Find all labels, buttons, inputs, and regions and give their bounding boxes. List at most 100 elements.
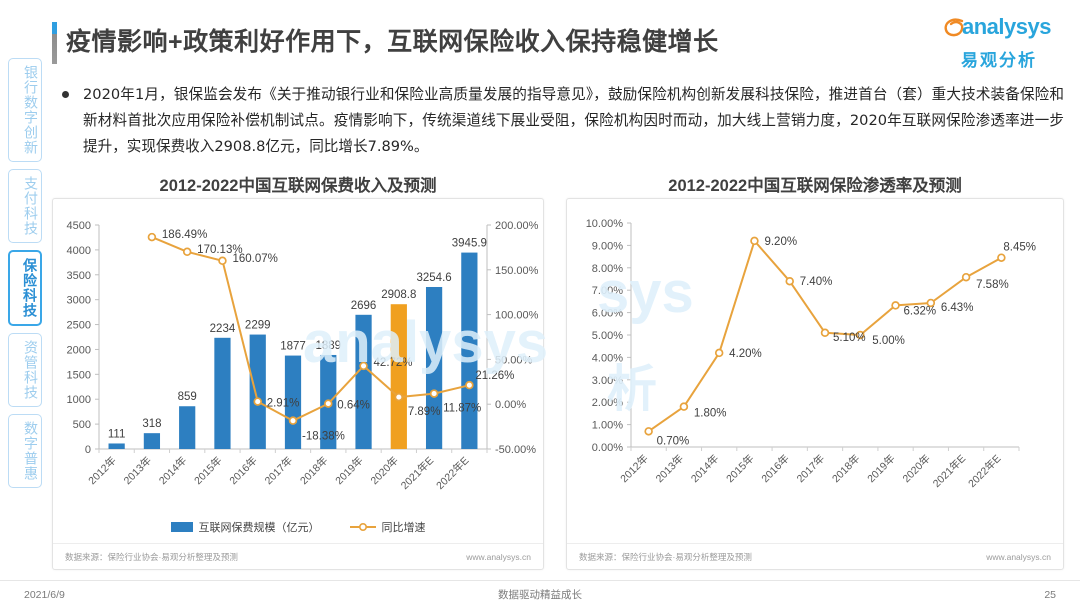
svg-text:2299: 2299 <box>245 320 271 332</box>
bar <box>355 314 372 449</box>
svg-text:2016年: 2016年 <box>227 454 260 487</box>
svg-text:2019年: 2019年 <box>865 452 898 485</box>
sidebar-item-label: 数字普惠 <box>23 421 39 481</box>
chart-plot-penetration: sys 析 0.00% 1.00% 2.00% 3.00% 4.00% 5.00% 6.00… <box>567 199 1063 545</box>
svg-text:2696: 2696 <box>351 300 377 312</box>
svg-text:1.00%: 1.00% <box>592 420 623 432</box>
svg-text:7.00%: 7.00% <box>592 285 623 297</box>
penetration-chart-svg: 0.00% 1.00% 2.00% 3.00% 4.00% 5.00% 6.00% 7.00%… <box>586 218 1036 490</box>
svg-text:2.91%: 2.91% <box>267 398 300 410</box>
premium-chart-svg: 0 500 1000 1500 2000 2500 3000 3500 4000 4500 -50.… <box>67 220 539 492</box>
analysys-logo: analysys 易观分析 <box>940 14 1058 71</box>
svg-text:160.07%: 160.07% <box>232 253 277 265</box>
svg-text:4.00%: 4.00% <box>592 352 623 364</box>
svg-text:2013年: 2013年 <box>653 452 686 485</box>
footer-slogan: 数据驱动精益成长 <box>498 589 582 601</box>
svg-text:0: 0 <box>85 444 91 456</box>
svg-text:1877: 1877 <box>280 341 306 353</box>
svg-text:186.49%: 186.49% <box>162 229 207 241</box>
chart-plot-premium: analysys 0 500 1000 1500 2000 2500 3000 3500 400… <box>53 199 549 545</box>
legend-label-line: 同比增速 <box>381 522 426 534</box>
svg-text:2000: 2000 <box>67 344 91 356</box>
logo-chinese: 易观分析 <box>961 51 1037 70</box>
source-text: 数据来源：保险行业协会·易观分析整理及预测 <box>579 551 752 562</box>
svg-text:0.00%: 0.00% <box>592 442 623 454</box>
sidebar-item-label: 资管科技 <box>23 340 39 400</box>
svg-text:21.26%: 21.26% <box>475 370 514 382</box>
bar <box>249 334 266 449</box>
svg-text:9.20%: 9.20% <box>764 236 797 248</box>
svg-text:2012年: 2012年 <box>86 454 119 487</box>
source-site: www.analysys.cn <box>466 551 531 562</box>
legend-item-bar[interactable]: 互联网保费规模（亿元） <box>170 519 320 535</box>
title-accent-bar <box>52 22 57 64</box>
page-title: 疫情影响+政策利好作用下，互联网保险收入保持稳健增长 <box>66 28 719 56</box>
svg-text:100.00%: 100.00% <box>495 310 539 322</box>
svg-text:2013年: 2013年 <box>121 454 154 487</box>
sidebar-item-label: 银行数字创新 <box>23 65 39 155</box>
svg-text:1.80%: 1.80% <box>694 408 727 420</box>
slide-header: 疫情影响+政策利好作用下，互联网保险收入保持稳健增长 analysys 易观分析 <box>0 0 1080 76</box>
svg-text:5.00%: 5.00% <box>872 335 905 347</box>
svg-text:2018年: 2018年 <box>297 454 330 487</box>
svg-text:1500: 1500 <box>67 369 91 381</box>
source-site: www.analysys.cn <box>986 551 1051 562</box>
svg-text:2019年: 2019年 <box>333 454 366 487</box>
svg-text:-18.38%: -18.38% <box>302 431 345 443</box>
svg-text:111: 111 <box>108 428 125 440</box>
footer-date: 2021/6/9 <box>24 588 65 601</box>
svg-text:3000: 3000 <box>67 295 91 307</box>
svg-text:0.70%: 0.70% <box>657 435 690 447</box>
slide-footer: 2021/6/9 数据驱动精益成长 25 <box>0 580 1080 608</box>
sidebar-nav[interactable]: 银行数字创新 支付科技 保险科技 资管科技 数字普惠 <box>6 58 44 495</box>
bar <box>143 433 161 449</box>
chart-title-premium: 2012-2022中国互联网保费收入及预测 <box>159 177 437 195</box>
chart-panel-premium: analysys 0 500 1000 1500 2000 2500 3000 3500 400… <box>52 198 549 570</box>
svg-text:2022年E: 2022年E <box>965 452 1003 490</box>
svg-text:3254.6: 3254.6 <box>416 272 451 284</box>
chart-panel-penetration: sys 析 0.00% 1.00% 2.00% 3.00% 4.00% 5.00% 6.00… <box>566 198 1064 570</box>
logo-wordmark: analysys <box>962 14 1051 39</box>
svg-text:0.64%: 0.64% <box>337 400 370 412</box>
svg-text:2020年: 2020年 <box>900 452 933 485</box>
svg-text:11.87%: 11.87% <box>443 403 481 415</box>
source-text: 数据来源：保险行业协会·易观分析整理及预测 <box>65 551 238 562</box>
sidebar-item-label: 保险科技 <box>22 258 38 318</box>
svg-text:6.43%: 6.43% <box>941 302 974 314</box>
svg-text:42.72%: 42.72% <box>374 357 413 369</box>
svg-text:4500: 4500 <box>67 220 91 232</box>
sidebar-item-insurance-tech[interactable]: 保险科技 <box>8 250 42 326</box>
svg-text:3500: 3500 <box>67 270 91 282</box>
sidebar-item-label: 支付科技 <box>23 176 39 236</box>
chart-title-penetration: 2012-2022中国互联网保险渗透率及预测 <box>668 177 962 195</box>
legend-item-line[interactable]: 同比增速 <box>349 519 426 535</box>
bar <box>390 304 407 449</box>
svg-text:2012年: 2012年 <box>618 452 651 485</box>
chart-legend-premium: 互联网保费规模（亿元） 同比增速 <box>53 519 543 535</box>
sidebar-item-asset-management-tech[interactable]: 资管科技 <box>8 333 42 407</box>
svg-text:-50.00%: -50.00% <box>495 444 536 456</box>
svg-text:1889: 1889 <box>315 340 341 352</box>
sidebar-item-bank-digital-innovation[interactable]: 银行数字创新 <box>8 58 42 162</box>
sidebar-item-digital-inclusive-finance[interactable]: 数字普惠 <box>8 414 42 488</box>
bar <box>461 252 478 449</box>
svg-text:2.00%: 2.00% <box>592 397 623 409</box>
sidebar-item-payment-tech[interactable]: 支付科技 <box>8 169 42 243</box>
bar <box>179 406 196 449</box>
svg-text:170.13%: 170.13% <box>197 244 242 256</box>
svg-text:8.45%: 8.45% <box>1003 242 1036 254</box>
svg-text:200.00%: 200.00% <box>495 220 539 232</box>
svg-text:859: 859 <box>178 391 197 403</box>
svg-text:2016年: 2016年 <box>759 452 792 485</box>
svg-text:3945.9: 3945.9 <box>452 238 487 250</box>
svg-text:5.10%: 5.10% <box>833 332 866 344</box>
svg-text:7.58%: 7.58% <box>976 279 1009 291</box>
bar <box>108 443 125 449</box>
svg-text:2234: 2234 <box>210 323 236 335</box>
svg-text:318: 318 <box>142 418 161 430</box>
svg-text:500: 500 <box>73 419 91 431</box>
svg-text:7.89%: 7.89% <box>408 406 441 418</box>
footer-page: 25 <box>1044 588 1056 601</box>
svg-text:1000: 1000 <box>67 394 91 406</box>
